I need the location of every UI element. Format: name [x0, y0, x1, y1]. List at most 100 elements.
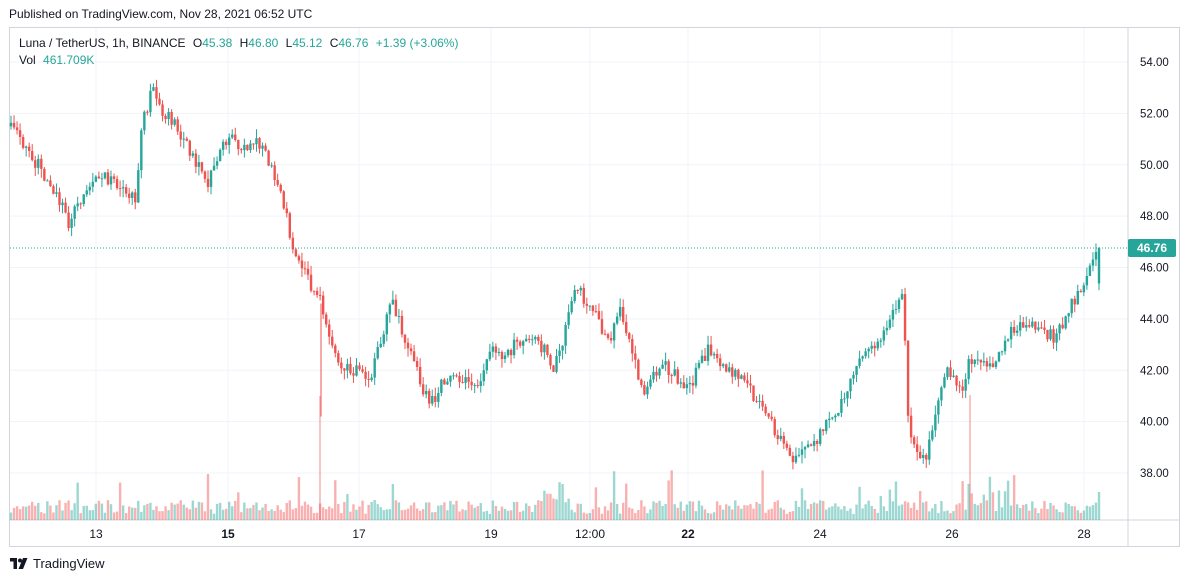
- volume-bar: [785, 513, 789, 520]
- candle-body: [185, 138, 188, 141]
- volume-bar: [794, 500, 798, 520]
- volume-bar: [49, 505, 52, 520]
- candle-body: [1031, 321, 1034, 327]
- candle-body: [34, 160, 37, 168]
- volume-bar: [1040, 508, 1043, 520]
- candle-body: [831, 417, 834, 419]
- candle-body: [791, 455, 795, 463]
- candle-body: [640, 379, 643, 386]
- candle-body: [1046, 329, 1049, 340]
- volume-bar: [182, 504, 185, 520]
- candle-body: [170, 111, 173, 125]
- candle-body: [582, 287, 585, 304]
- volume-bar: [321, 507, 325, 520]
- candle-body: [331, 336, 334, 346]
- volume-bar: [31, 501, 34, 520]
- volume-bar: [188, 509, 192, 520]
- volume-bar: [718, 505, 722, 520]
- candle-body: [985, 361, 989, 367]
- candle-body: [373, 358, 376, 378]
- volume-bar: [67, 500, 70, 520]
- volume-bar: [1052, 505, 1055, 520]
- candle-body: [203, 171, 207, 179]
- candle-body: [549, 354, 552, 366]
- volume-bar: [579, 503, 582, 520]
- y-tick-label: 50.00: [1140, 160, 1169, 172]
- volume-bar: [1037, 513, 1040, 520]
- volume-bar: [982, 494, 986, 520]
- volume-bar: [888, 489, 892, 520]
- candle-body: [321, 295, 325, 315]
- candle-body: [849, 378, 852, 392]
- volume-bar: [297, 477, 301, 520]
- candle-body: [588, 305, 592, 307]
- volume-bar: [518, 511, 522, 520]
- candle-body: [722, 364, 725, 367]
- volume-bar: [664, 503, 667, 520]
- volume-bar: [197, 501, 201, 520]
- candle-body: [403, 334, 407, 343]
- volume-bar: [179, 500, 182, 520]
- candle-body: [224, 141, 228, 146]
- candle-body: [49, 180, 52, 187]
- candle-body: [576, 290, 579, 292]
- volume-bar: [897, 505, 901, 520]
- candle-body: [525, 338, 528, 342]
- volume-bar: [127, 506, 131, 520]
- volume-bar: [670, 470, 673, 520]
- x-tick-label: 28: [1077, 527, 1091, 541]
- volume-bar: [812, 502, 816, 520]
- candle-body: [1097, 247, 1101, 284]
- volume-bar: [328, 506, 331, 520]
- candle-body: [685, 384, 689, 389]
- volume-bar: [540, 500, 543, 520]
- volume-bar: [15, 506, 19, 520]
- volume-bar: [637, 509, 640, 520]
- candle-body: [491, 346, 495, 352]
- candle-body: [446, 381, 449, 385]
- volume-bar: [549, 493, 552, 520]
- candle-body: [637, 359, 640, 380]
- candle-body: [537, 336, 540, 341]
- candle-body: [476, 385, 479, 387]
- volume-bar: [488, 513, 492, 520]
- volume-bar: [131, 507, 134, 520]
- candle-body: [303, 268, 307, 270]
- volume-bar: [464, 510, 467, 520]
- volume-bar: [879, 496, 882, 520]
- y-tick-label: 42.00: [1140, 365, 1169, 377]
- volume-bar: [764, 512, 767, 520]
- candle-body: [834, 415, 837, 418]
- candle-body: [309, 274, 313, 291]
- volume-bar: [170, 502, 173, 520]
- volume-bar: [391, 483, 395, 520]
- candle-body: [670, 374, 673, 376]
- candle-body: [558, 350, 561, 357]
- volume-bar: [576, 503, 579, 520]
- volume-bar: [76, 482, 79, 520]
- candle-body: [400, 315, 404, 335]
- candle-body: [264, 145, 267, 151]
- volume-bar: [100, 503, 104, 520]
- volume-bar: [858, 486, 861, 520]
- volume-bar: [852, 513, 855, 520]
- candle-body: [412, 351, 416, 362]
- candle-body: [552, 365, 555, 372]
- volume-bar: [949, 513, 952, 520]
- volume-bar: [476, 506, 479, 520]
- candle-body: [567, 312, 570, 325]
- candle-body: [715, 353, 719, 359]
- candle-body: [1040, 327, 1043, 329]
- volume-bar: [964, 509, 967, 520]
- volume-bar: [1064, 502, 1067, 520]
- candle-body: [424, 390, 428, 395]
- candle-body: [618, 307, 622, 317]
- volume-bar: [340, 513, 343, 520]
- volume-bar: [997, 490, 1001, 520]
- symbol-label[interactable]: Luna / TetherUS, 1h, BINANCE: [19, 36, 186, 50]
- candle-body: [861, 356, 864, 359]
- volume-bar: [594, 487, 598, 520]
- candle-body: [658, 368, 661, 376]
- footer-brand[interactable]: TradingView: [10, 556, 105, 571]
